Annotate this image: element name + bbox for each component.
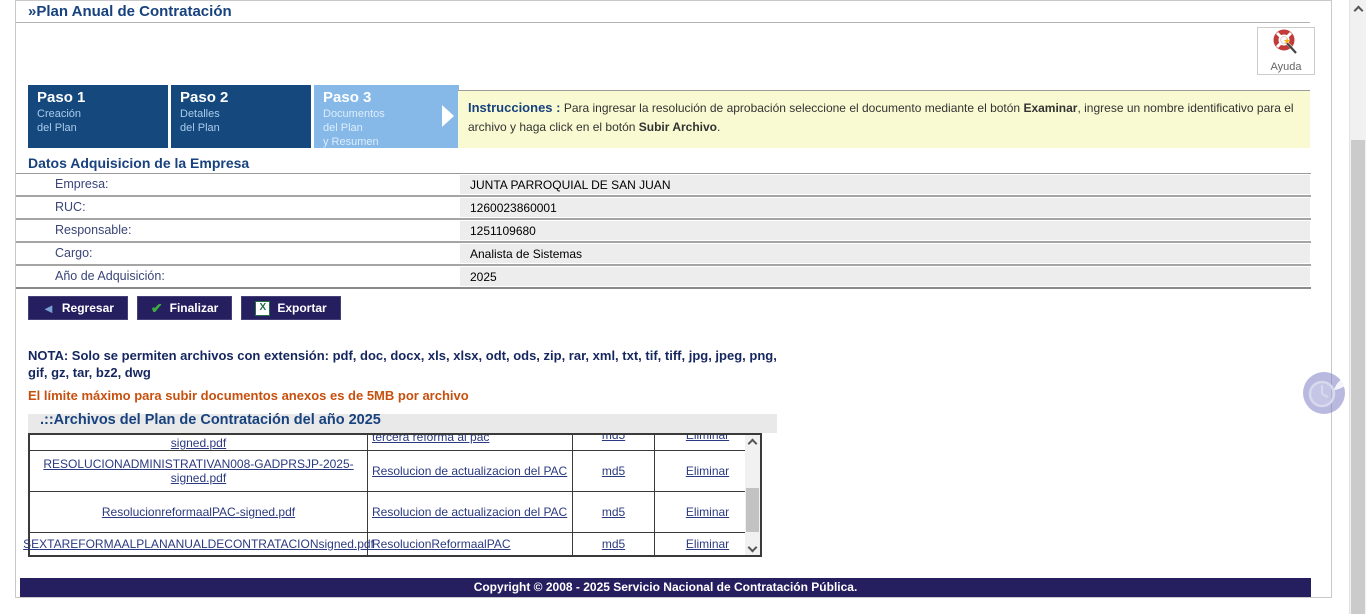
file-link[interactable]: RESOLUCIONADMINISTRATIVAN008-GADPRSJP-20… [43,457,354,485]
step-2-tab[interactable]: Paso 2 Detalles del Plan [171,85,311,148]
allowed-extensions-note: NOTA: Solo se permiten archivos con exte… [28,348,777,380]
instructions-box: Instrucciones : Para ingresar la resoluc… [458,90,1310,148]
step-3-tab-active[interactable]: Paso 3 Documentos del Plan y Resumen [314,85,459,148]
md5-link[interactable]: md5 [601,505,626,519]
finalizar-label: Finalizar [169,301,219,315]
delete-link[interactable]: Eliminar [685,505,730,519]
step-3-line2: del Plan [323,122,363,134]
responsable-label: Responsable: [55,223,132,237]
step-2-name: Paso 2 [180,89,229,106]
delete-link[interactable]: Eliminar [685,464,730,478]
step-2-line2: del Plan [180,122,220,134]
winged-clock-icon [1303,372,1349,414]
table-row: Año de Adquisición: 2025 [16,266,1311,289]
anio-value: 2025 [460,267,1310,286]
cargo-label: Cargo: [55,246,93,260]
table-row: Responsable: 1251109680 [16,220,1311,243]
md5-link[interactable]: md5 [601,435,626,442]
checkmark-icon: ✔ [150,300,163,316]
table-row: ResolucionreformaalPAC-signed.pdf Resolu… [30,492,760,533]
md5-link[interactable]: md5 [601,464,626,478]
files-table: signed.pdf tercera reforma al pac md5 El… [23,433,762,557]
table-row: Cargo: Analista de Sistemas [16,243,1311,266]
regresar-button[interactable]: ◄ Regresar [28,296,128,320]
instructions-label: Instrucciones : [468,100,561,115]
instructions-text: Para ingresar la resolución de aprobació… [563,101,1024,115]
step-1-name: Paso 1 [37,89,86,106]
company-label: Empresa: [55,177,109,191]
browser-scrollbar-thumb[interactable] [1351,140,1365,614]
delete-link[interactable]: Eliminar [685,537,730,551]
floating-timer-widget[interactable] [1301,368,1351,418]
table-row-clipped: signed.pdf tercera reforma al pac md5 El… [30,435,760,451]
files-section-heading: .::Archivos del Plan de Contratación del… [40,412,381,428]
excel-icon: X [255,300,271,316]
table-scrollbar-thumb[interactable] [746,488,759,532]
company-section-heading: Datos Adquisicion de la Empresa [28,155,250,171]
instructions-subir-archivo: Subir Archivo [638,120,717,134]
ruc-label: RUC: [55,200,86,214]
scroll-down-icon[interactable] [745,542,760,555]
lifebuoy-help-icon: ★ [1273,29,1297,54]
instructions-text3: . [717,120,721,134]
anio-label: Año de Adquisición: [55,269,165,283]
back-arrow-icon: ◄ [42,300,55,316]
svg-text:★: ★ [1283,36,1291,46]
file-name-link[interactable]: ResolucionReformaalPAC [372,537,511,551]
file-name-link[interactable]: tercera reforma al pac [372,435,490,444]
step-1-line2: del Plan [37,122,77,134]
table-row: Empresa: JUNTA PARROQUIAL DE SAN JUAN [16,174,1311,197]
table-scrollbar [745,435,760,555]
file-link[interactable]: signed.pdf [170,436,227,450]
cargo-value: Analista de Sistemas [460,244,1310,263]
help-label: Ayuda [1270,61,1302,73]
exportar-button[interactable]: X Exportar [241,296,341,320]
page-title: »Plan Anual de Contratación [28,3,232,20]
instructions-examinar: Examinar [1023,101,1078,115]
table-row: SEXTAREFORMAALPLANANUALDECONTRATACIONsig… [23,533,760,555]
finalizar-button[interactable]: ✔ Finalizar [136,296,233,320]
ruc-value: 1260023860001 [460,198,1310,217]
file-name-link[interactable]: Resolucion de actualizacion del PAC [372,464,568,478]
company-value: JUNTA PARROQUIAL DE SAN JUAN [460,175,1310,194]
action-toolbar: ◄ Regresar ✔ Finalizar X Exportar [28,296,341,320]
exportar-label: Exportar [277,301,327,315]
table-row: RUC: 1260023860001 [16,197,1311,220]
help-button[interactable]: ★ Ayuda [1257,27,1315,75]
step-2-line1: Detalles [180,108,220,120]
md5-link[interactable]: md5 [601,537,626,551]
instructions-text2: , ingrese un nombre identificativo para … [468,101,1294,134]
scroll-up-icon[interactable] [745,435,760,449]
scrollbar-up-icon[interactable] [1350,0,1366,17]
active-step-arrow-icon [442,105,454,127]
regresar-label: Regresar [61,301,114,315]
table-row: RESOLUCIONADMINISTRATIVAN008-GADPRSJP-20… [30,451,760,492]
step-1-line1: Creación [37,108,82,120]
size-limit-warning: El límite máximo para subir documentos a… [28,388,469,403]
title-divider [16,22,1310,23]
company-data-table: Empresa: JUNTA PARROQUIAL DE SAN JUAN RU… [16,173,1311,289]
step-1-tab[interactable]: Paso 1 Creación del Plan [28,85,168,148]
wizard-steps: Paso 1 Creación del Plan Paso 2 Detalles… [28,85,459,148]
copyright-footer: Copyright © 2008 - 2025 Servicio Naciona… [20,578,1311,597]
file-link[interactable]: ResolucionreformaalPAC-signed.pdf [101,505,296,519]
delete-link[interactable]: Eliminar [685,435,730,442]
step-3-line1: Documentos [323,108,385,120]
step-3-name: Paso 3 [323,89,372,106]
file-name-link[interactable]: Resolucion de actualizacion del PAC [372,505,568,519]
step-3-line3: y Resumen [323,136,379,148]
files-heading-band [28,414,777,433]
file-link[interactable]: SEXTAREFORMAALPLANANUALDECONTRATACIONsig… [23,537,374,551]
browser-scrollbar [1349,0,1366,614]
responsable-value: 1251109680 [460,221,1310,240]
